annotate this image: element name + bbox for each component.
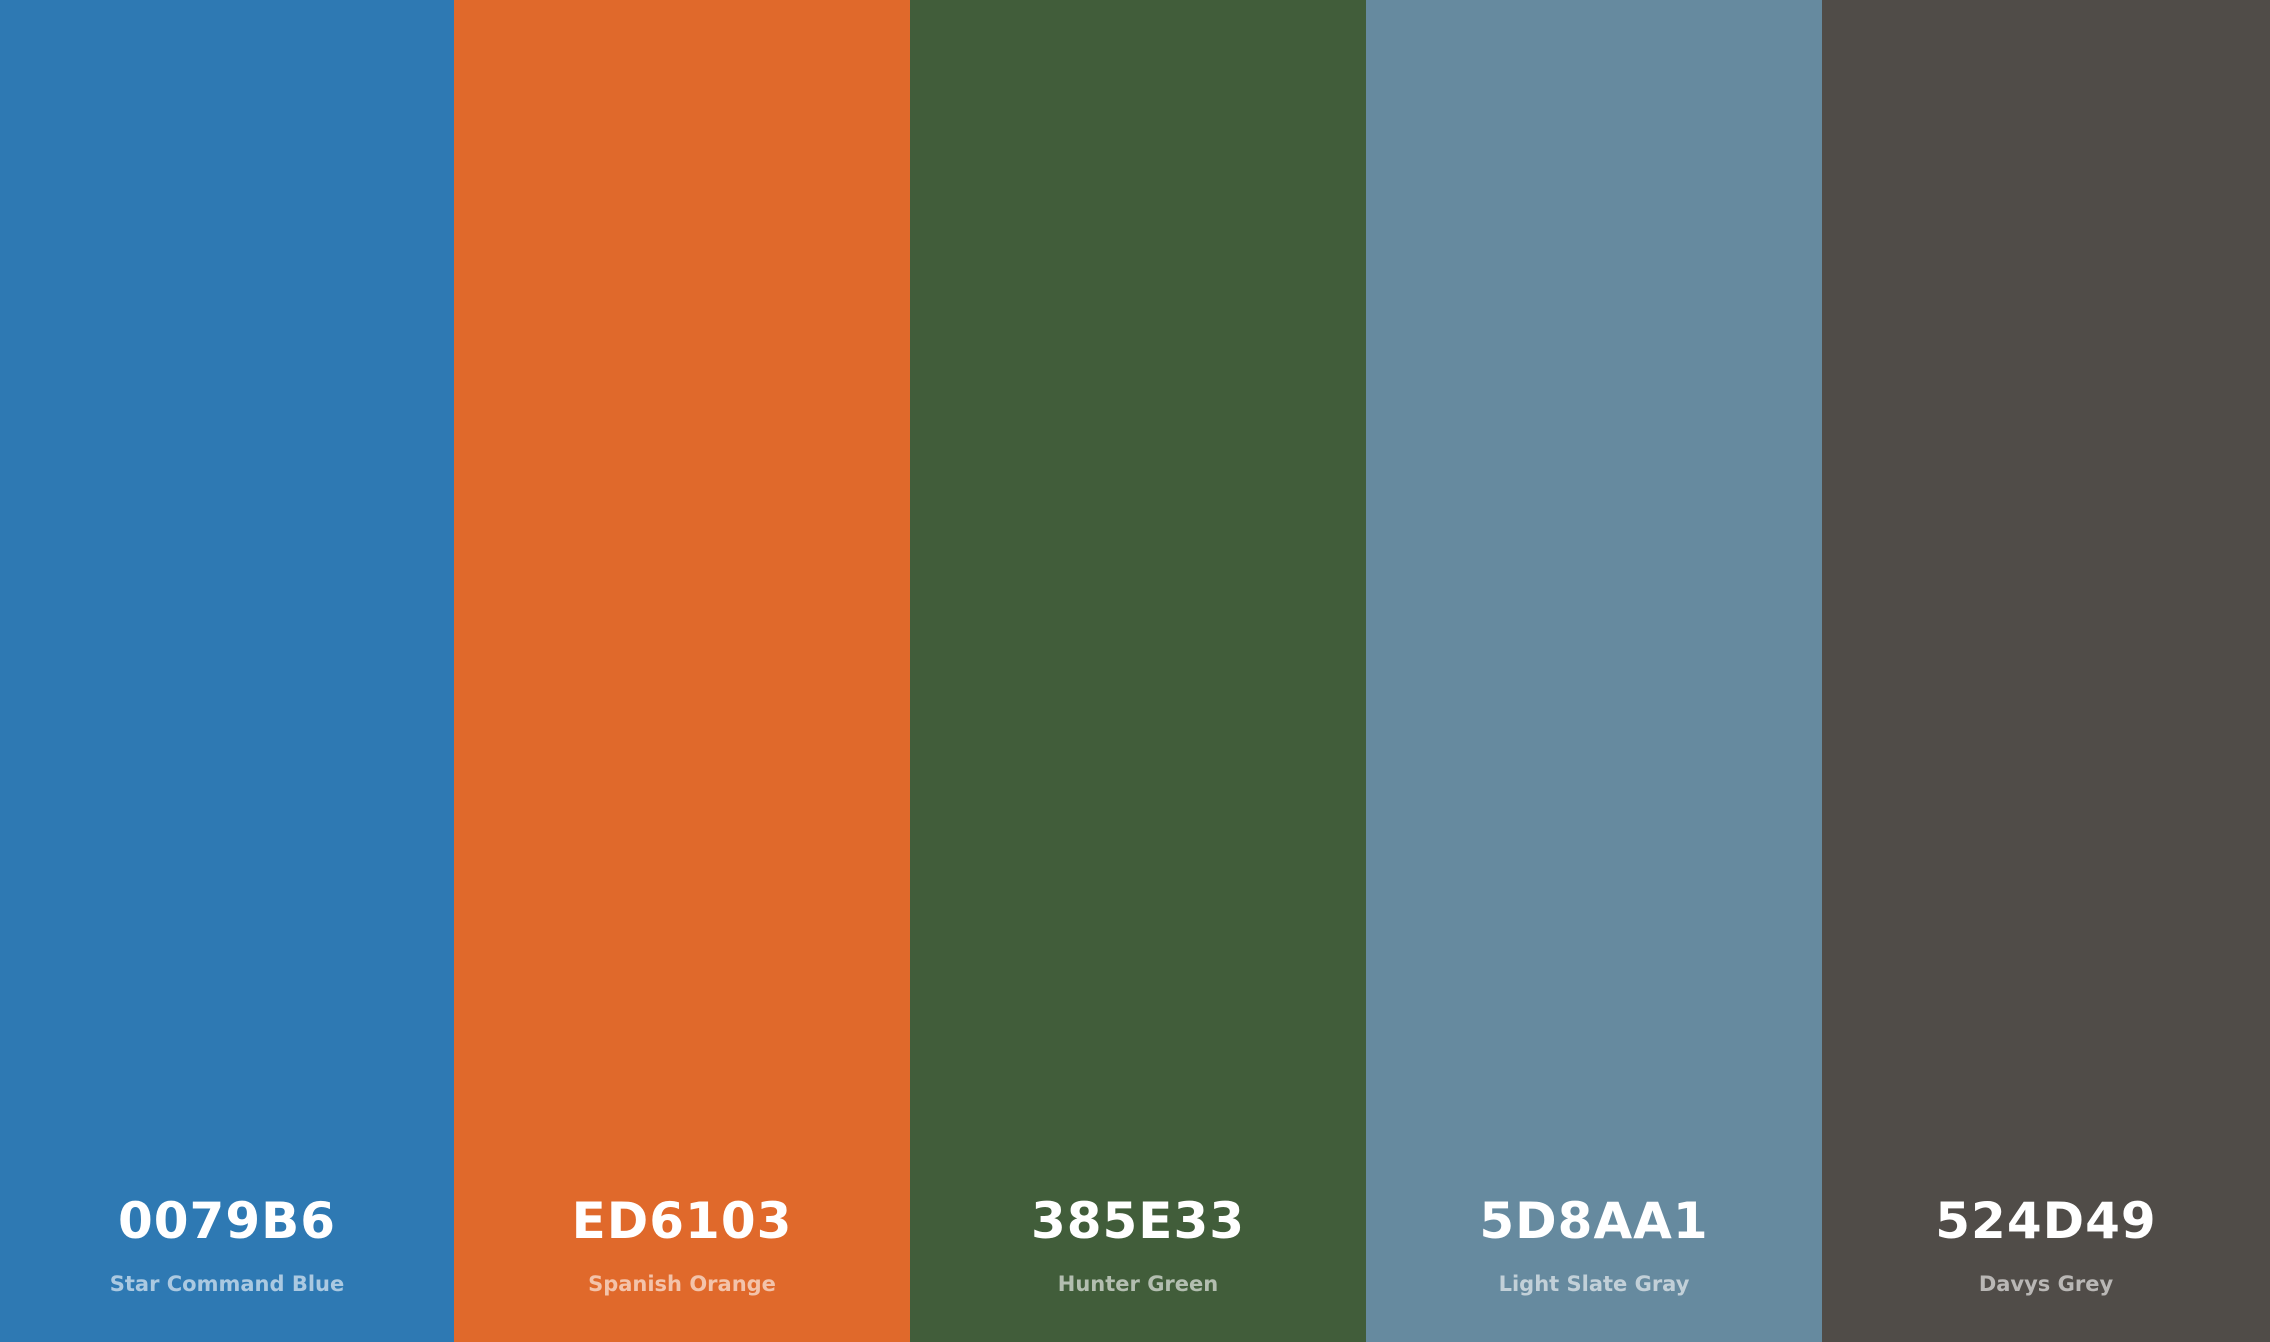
color-swatch-1[interactable]: 0079B6 Star Command Blue [0,0,454,1342]
color-name: Light Slate Gray [1498,1272,1690,1296]
color-swatch-2[interactable]: ED6103 Spanish Orange [454,0,910,1342]
color-name: Star Command Blue [109,1272,345,1296]
hex-code: 5D8AA1 [1479,1192,1709,1250]
color-swatch-4[interactable]: 5D8AA1 Light Slate Gray [1366,0,1822,1342]
hex-code: 524D49 [1935,1192,2157,1250]
hex-code: 385E33 [1030,1192,1246,1250]
swatch-info: 385E33 Hunter Green [910,1188,1366,1297]
swatch-info: ED6103 Spanish Orange [454,1188,910,1297]
swatch-info: 5D8AA1 Light Slate Gray [1366,1188,1822,1297]
swatch-info: 0079B6 Star Command Blue [0,1188,454,1297]
color-swatch-5[interactable]: 524D49 Davys Grey [1822,0,2270,1342]
swatch-info: 524D49 Davys Grey [1822,1188,2270,1297]
hex-code: ED6103 [571,1192,793,1250]
color-name: Hunter Green [1057,1272,1219,1296]
color-name: Davys Grey [1978,1272,2114,1296]
hex-code: 0079B6 [117,1192,337,1250]
color-name: Spanish Orange [588,1272,776,1296]
color-swatch-3[interactable]: 385E33 Hunter Green [910,0,1366,1342]
